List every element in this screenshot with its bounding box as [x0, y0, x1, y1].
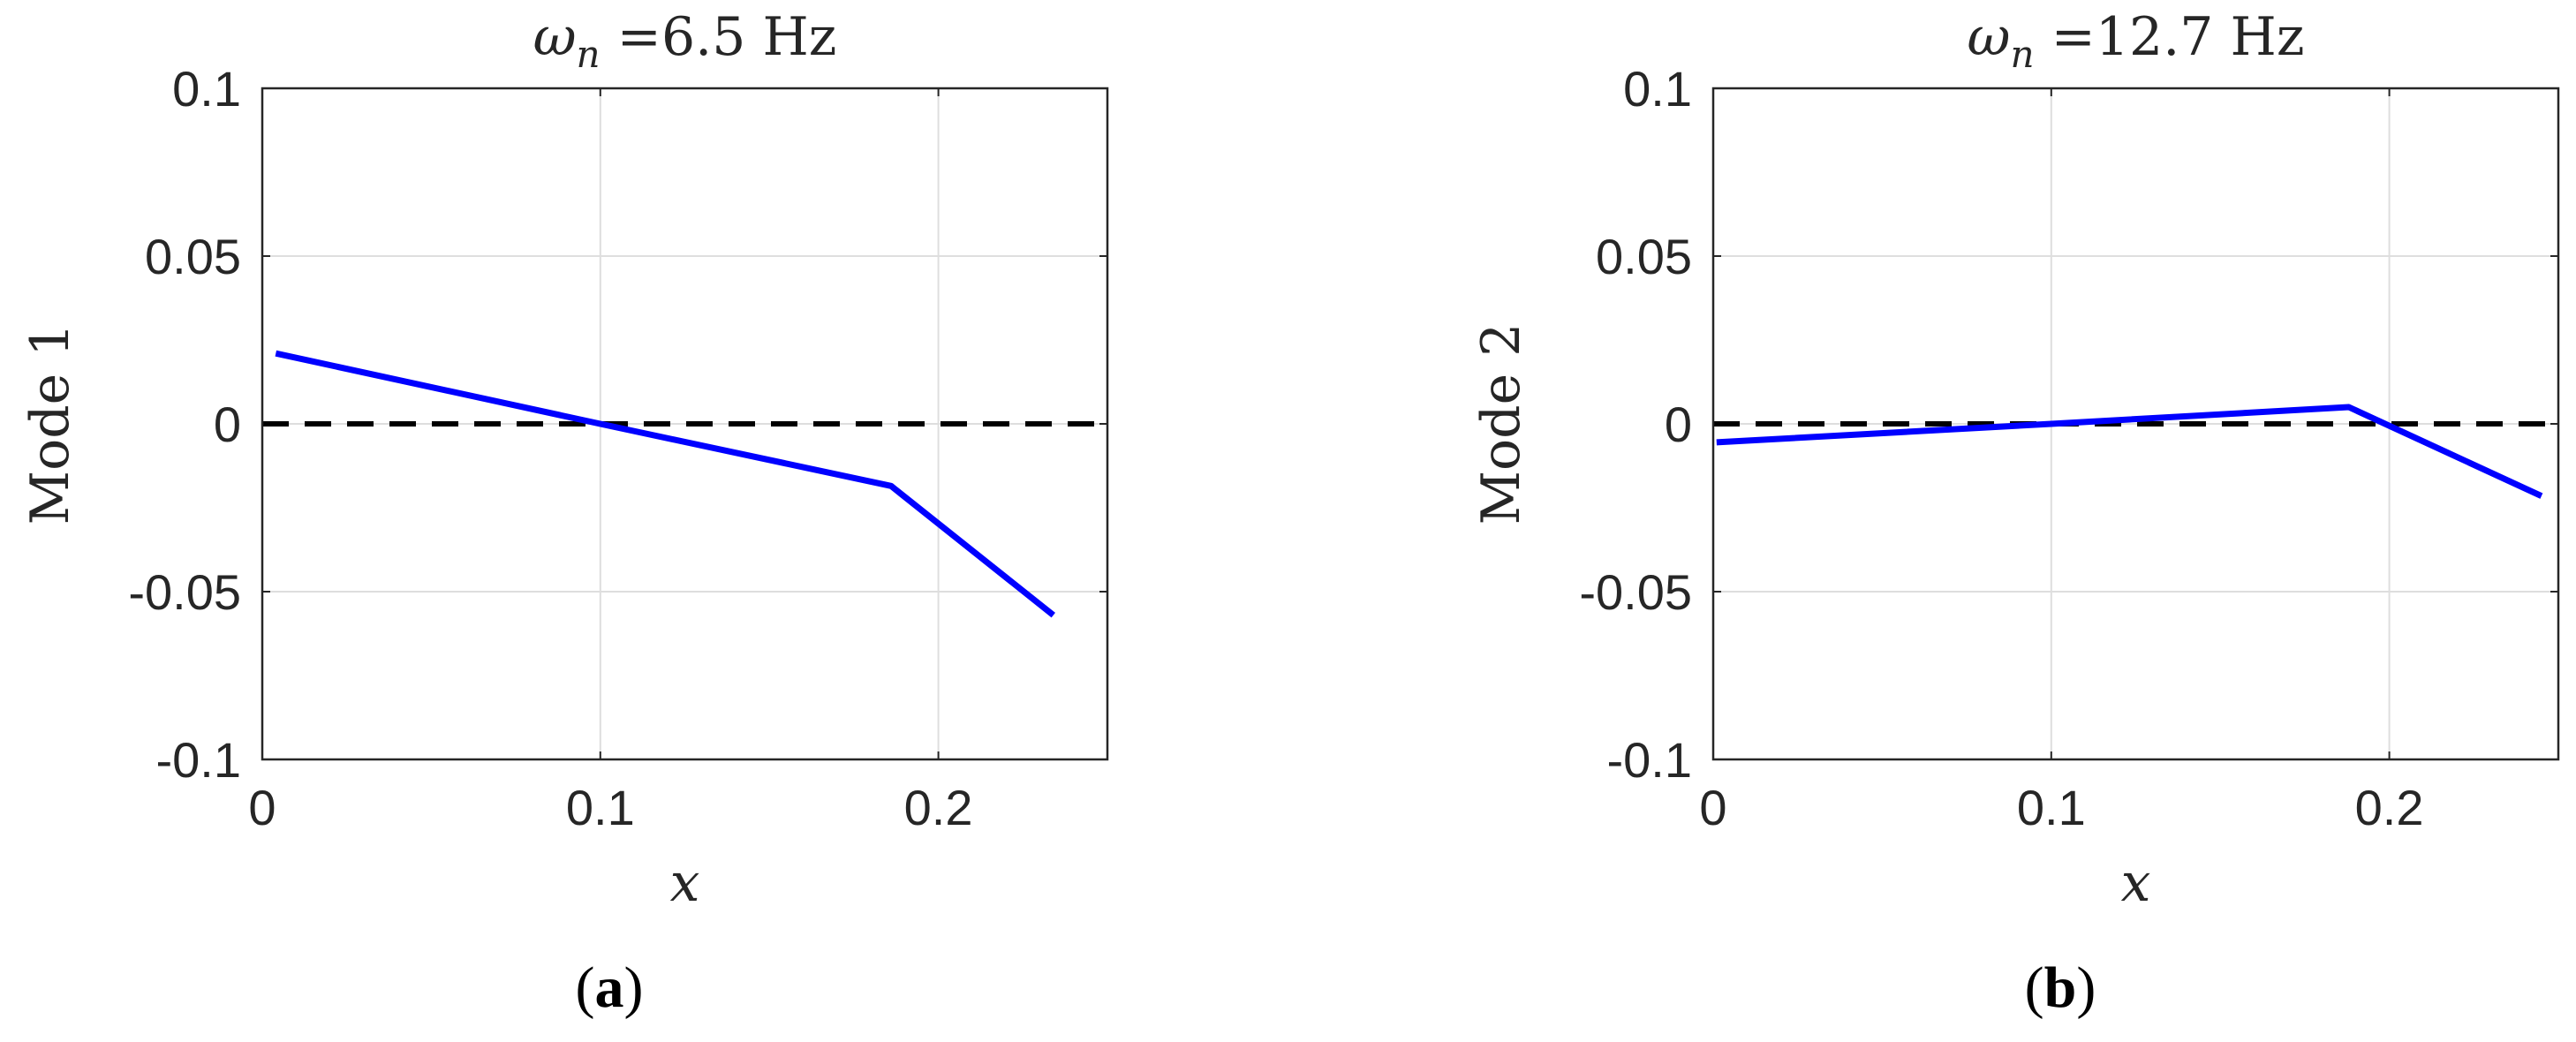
x-tick-label: 0	[1699, 780, 1726, 835]
caption-close: )	[2076, 955, 2096, 1020]
mode-shape-line	[275, 350, 1055, 618]
y-tick-label: -0.1	[1607, 732, 1693, 788]
y-axis-label: Mode 2	[1470, 323, 1532, 525]
title-subscript: n	[577, 33, 601, 76]
x-tick-label: 0.1	[2017, 780, 2086, 835]
panel-caption: (b)	[2025, 955, 2096, 1020]
y-axis-label: Mode 1	[19, 323, 81, 525]
chart-title: ωn =6.5 Hz	[533, 6, 837, 76]
y-tick-label: -0.1	[156, 732, 242, 788]
x-tick-label: 0	[248, 780, 276, 835]
x-tick-label: 0.2	[904, 780, 973, 835]
axes-box	[1711, 87, 2560, 761]
x-tick-label: 0.1	[566, 780, 635, 835]
title-value: 6.5 Hz	[661, 6, 836, 68]
y-tick-label: 0.1	[172, 61, 241, 117]
panel-0: 0 0.1 0.2 -0.1 -0.05 0 0.05 0.1 ωn =6.5 Hz x Mode …	[19, 6, 1109, 1020]
x-axis-label: x	[670, 852, 700, 914]
caption-letter: a	[595, 955, 624, 1020]
panel-1: 0 0.1 0.2 -0.1 -0.05 0 0.05 0.1 ωn =12.7 Hz x Mode…	[1470, 6, 2560, 1020]
title-equals: =	[2035, 6, 2096, 68]
caption-close: )	[624, 955, 644, 1020]
mode-shape-line	[1716, 404, 2543, 499]
y-tick-label: 0.05	[1596, 229, 1692, 284]
y-tick-label: -0.05	[128, 564, 241, 620]
y-tick-label: 0.05	[145, 229, 241, 284]
y-tick-label: 0	[214, 396, 241, 452]
x-axis-label: x	[2121, 852, 2151, 914]
title-equals: =	[601, 6, 661, 68]
caption-open: (	[576, 955, 595, 1020]
caption-letter: b	[2044, 955, 2077, 1020]
caption-open: (	[2025, 955, 2044, 1020]
x-tick-label: 0.2	[2355, 780, 2424, 835]
panel-caption: (a)	[576, 955, 644, 1020]
chart-title: ωn =12.7 Hz	[1968, 6, 2305, 76]
y-tick-label: 0.1	[1623, 61, 1692, 117]
title-symbol: ω	[1968, 6, 2011, 68]
title-value: 12.7 Hz	[2096, 6, 2305, 68]
title-symbol: ω	[533, 6, 577, 68]
title-subscript: n	[2010, 33, 2034, 76]
y-tick-label: 0	[1665, 396, 1692, 452]
axes-box	[261, 87, 1109, 761]
y-tick-label: -0.05	[1579, 564, 1692, 620]
